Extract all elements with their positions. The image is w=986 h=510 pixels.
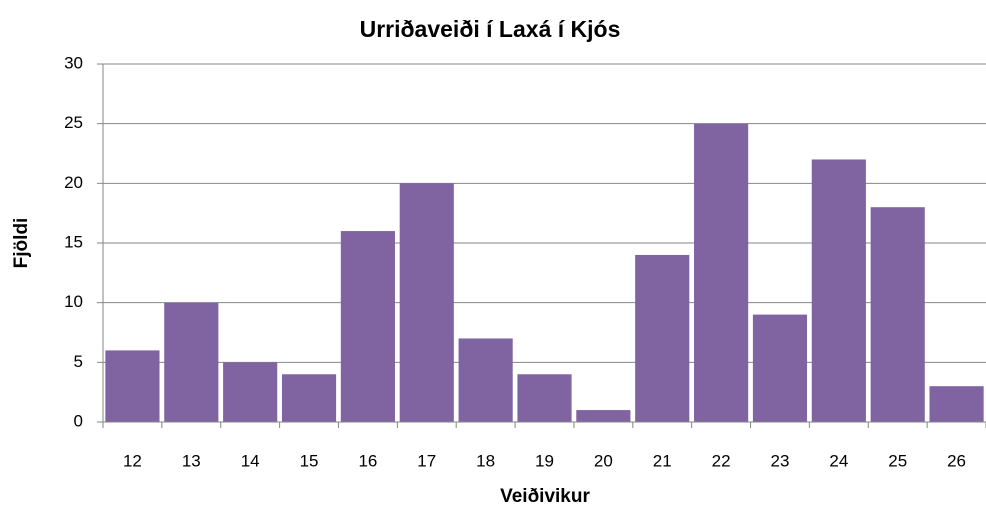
x-tick-label: 17 <box>417 451 436 470</box>
x-tick-label: 22 <box>712 451 731 470</box>
x-axis-title: Veiðivikur <box>500 486 590 507</box>
y-tick-label: 5 <box>74 352 83 371</box>
bar <box>694 123 749 423</box>
x-tick-label: 21 <box>653 451 672 470</box>
x-tick-label: 12 <box>123 451 142 470</box>
x-tick-label: 16 <box>358 451 377 470</box>
x-tick-label: 23 <box>771 451 790 470</box>
y-tick-label: 30 <box>64 53 83 72</box>
x-tick-label: 19 <box>535 451 554 470</box>
y-tick-label: 15 <box>64 232 83 251</box>
bar <box>340 231 395 422</box>
bar <box>811 159 866 422</box>
y-tick-label: 25 <box>64 113 83 132</box>
bar <box>870 207 925 422</box>
bar <box>929 386 984 422</box>
bar <box>105 350 160 422</box>
x-tick-label: 26 <box>947 451 966 470</box>
bar <box>576 410 631 422</box>
bar <box>752 314 808 422</box>
x-tick-label: 18 <box>476 451 495 470</box>
x-tick-label: 13 <box>182 451 201 470</box>
x-tick-label: 20 <box>594 451 613 470</box>
bar <box>223 362 278 422</box>
bar <box>517 374 572 422</box>
bar <box>399 183 454 422</box>
x-tick-label: 25 <box>888 451 907 470</box>
bar <box>164 302 219 422</box>
bar <box>281 374 337 422</box>
y-tick-label: 20 <box>64 173 83 192</box>
bar <box>458 338 513 422</box>
x-tick-label: 15 <box>300 451 319 470</box>
y-tick-label: 10 <box>64 292 83 311</box>
bar <box>635 254 690 422</box>
y-axis-title: Fjöldi <box>11 218 32 269</box>
y-tick-label: 0 <box>74 411 83 430</box>
chart-title: Urriðaveiði í Laxá í Kjós <box>360 16 621 42</box>
x-tick-label: 14 <box>241 451 260 470</box>
x-tick-label: 24 <box>829 451 848 470</box>
